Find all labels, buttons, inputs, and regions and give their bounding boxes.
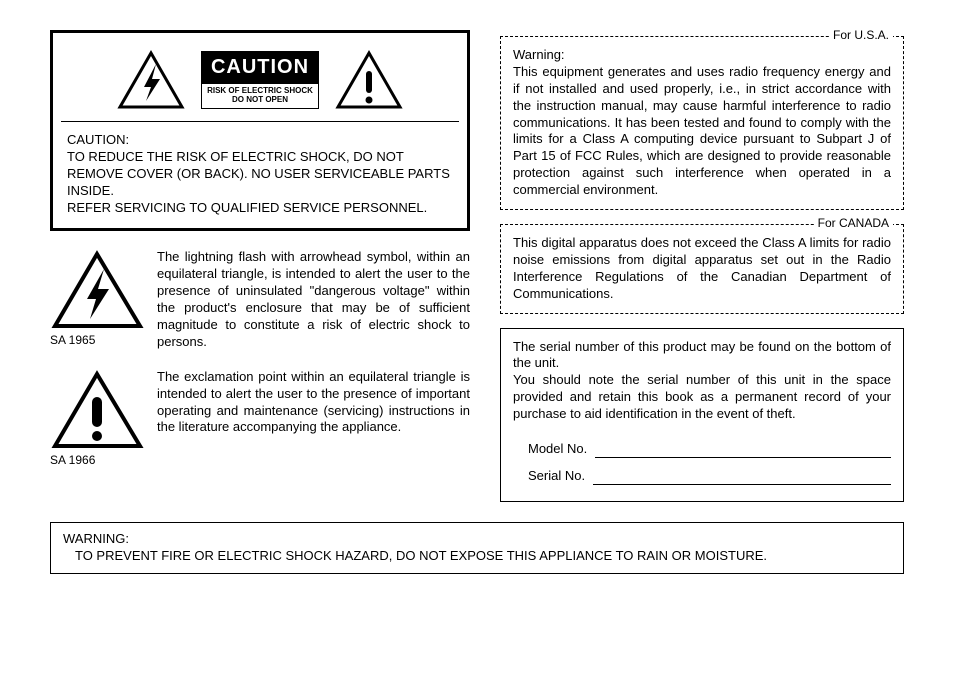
exclamation-triangle-icon [334,49,404,111]
model-no-line: Model No. [528,441,891,458]
symbol-caption: SA 1965 [50,333,145,349]
lightning-triangle-icon [116,49,186,111]
serial-no-field[interactable] [593,471,891,485]
serial-box: The serial number of this product may be… [500,328,904,502]
serial-no-label: Serial No. [528,468,593,485]
model-no-label: Model No. [528,441,595,458]
caution-body: CAUTION: TO REDUCE THE RISK OF ELECTRIC … [61,121,459,220]
caution-subtitle: RISK OF ELECTRIC SHOCK DO NOT OPEN [201,83,319,109]
usa-body: This equipment generates and uses radio … [513,64,891,197]
caution-header: CAUTION RISK OF ELECTRIC SHOCK DO NOT OP… [61,41,459,121]
serial-no-line: Serial No. [528,468,891,485]
canada-label: For CANADA [814,216,893,232]
canada-body: This digital apparatus does not exceed t… [513,235,891,301]
symbol-row-exclamation: SA 1966 The exclamation point within an … [50,369,470,469]
caution-box: CAUTION RISK OF ELECTRIC SHOCK DO NOT OP… [50,30,470,231]
symbol-caption: SA 1966 [50,453,145,469]
usa-notice-box: For U.S.A. Warning: This equipment gener… [500,36,904,210]
lightning-triangle-icon [50,249,145,331]
usa-label: For U.S.A. [829,28,893,44]
bottom-warning-heading: WARNING: [63,531,129,546]
model-no-field[interactable] [595,444,891,458]
caution-body-text: TO REDUCE THE RISK OF ELECTRIC SHOCK, DO… [67,149,450,215]
symbol-row-lightning: SA 1965 The lightning flash with arrowhe… [50,249,470,350]
caution-title: CAUTION [201,51,319,83]
symbol-text: The exclamation point within an equilat­… [157,369,470,469]
canada-notice-box: For CANADA This digital apparatus does n… [500,224,904,314]
caution-label-block: CAUTION RISK OF ELECTRIC SHOCK DO NOT OP… [201,51,319,109]
usa-heading: Warning: [513,47,891,64]
symbol-text: The lightning flash with arrowhead sym­b… [157,249,470,350]
bottom-warning-body: TO PREVENT FIRE OR ELECTRIC SHOCK HAZARD… [63,548,767,565]
exclamation-triangle-icon [50,369,145,451]
bottom-warning-box: WARNING: TO PREVENT FIRE OR ELECTRIC SHO… [50,522,904,574]
serial-body: The serial number of this product may be… [513,339,891,422]
caution-body-heading: CAUTION: [67,132,453,149]
